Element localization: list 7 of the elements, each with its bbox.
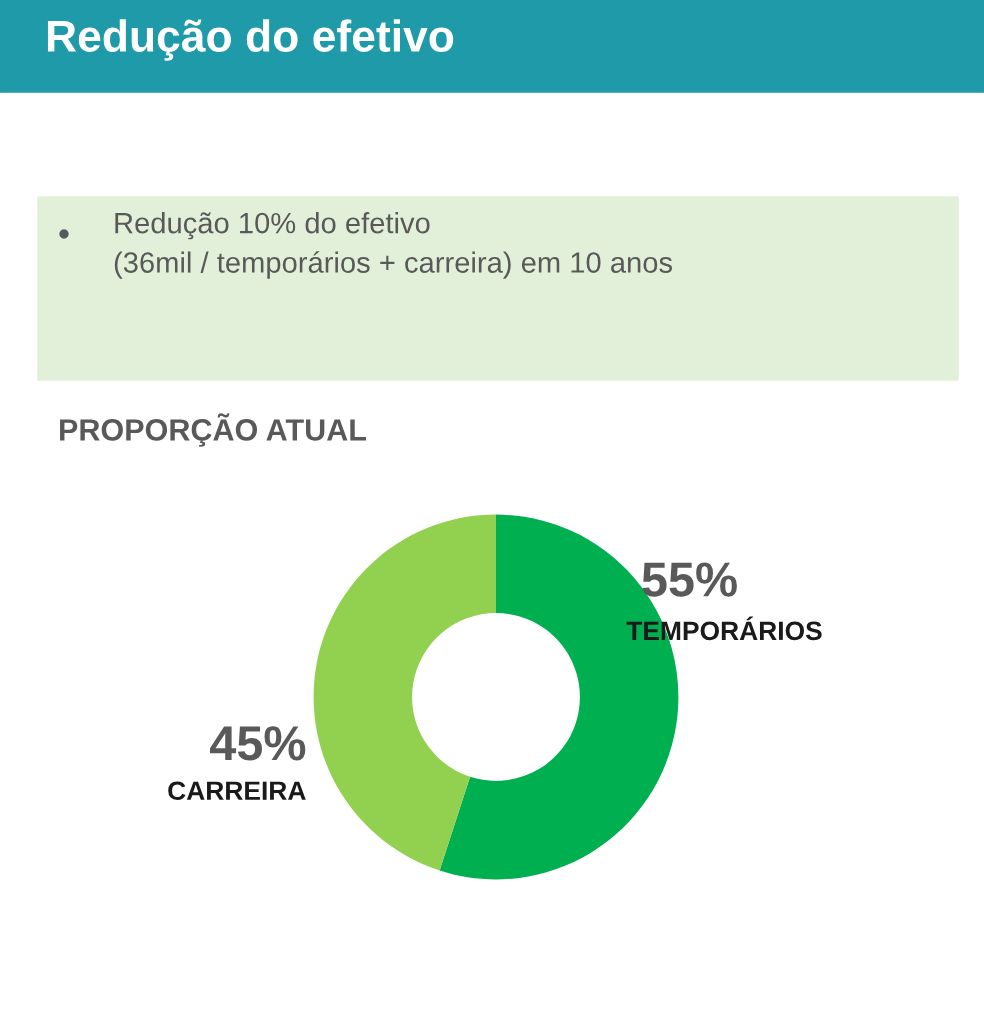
slice-label: CARREIRA — [168, 781, 306, 801]
data-label: 55% — [642, 562, 737, 597]
chart-subtitle: PROPORÇÃO ATUAL — [60, 413, 367, 447]
text: Redução 10% do efetivo (36mil / temporários + carreira) em 10 anos — [114, 212, 672, 279]
data-label: 45% — [210, 726, 306, 761]
donut-slice — [313, 514, 496, 871]
chart-title: Redução do efetivo — [47, 19, 454, 61]
